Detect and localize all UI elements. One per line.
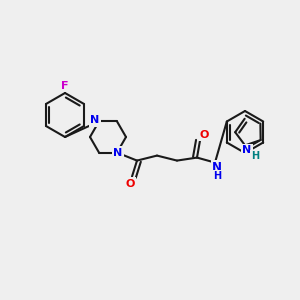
Text: N: N — [90, 116, 100, 125]
Text: F: F — [61, 81, 69, 91]
Text: N: N — [242, 146, 252, 155]
Text: N: N — [212, 161, 222, 174]
Text: N: N — [113, 148, 123, 158]
Text: O: O — [199, 130, 209, 140]
Text: H: H — [213, 171, 221, 181]
Text: O: O — [125, 178, 135, 189]
Text: H: H — [251, 152, 259, 161]
